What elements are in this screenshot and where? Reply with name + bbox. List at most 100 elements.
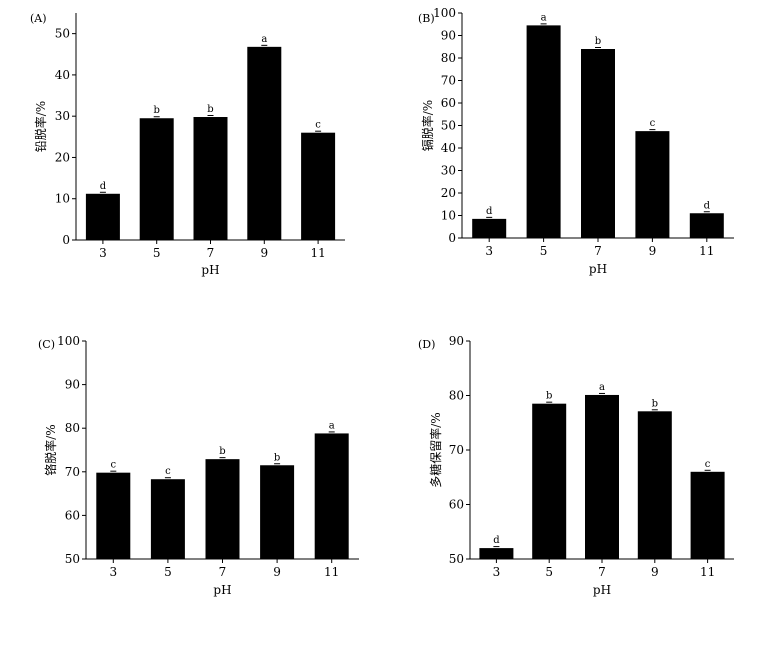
y-tick-label: 80 — [65, 421, 80, 435]
bar — [527, 25, 561, 238]
significance-letter: a — [261, 34, 267, 45]
x-axis-title: pH — [589, 262, 607, 276]
y-axis-title: 铅脱率/% — [33, 101, 48, 152]
y-tick-label: 70 — [441, 74, 456, 88]
y-axis-title: 铬脱率/% — [43, 424, 58, 475]
y-tick-label: 50 — [55, 27, 70, 41]
bar — [315, 433, 349, 559]
significance-letter: a — [599, 382, 605, 393]
bar — [206, 459, 240, 559]
bar — [690, 213, 724, 238]
y-tick-label: 30 — [55, 109, 70, 123]
panel-label: (A) — [30, 12, 47, 25]
x-tick-label: 3 — [493, 565, 501, 579]
y-tick-label: 60 — [449, 498, 464, 512]
y-tick-label: 40 — [441, 141, 456, 155]
x-axis-title: pH — [593, 583, 611, 597]
panel-label: (D) — [418, 338, 435, 351]
x-tick-label: 7 — [207, 246, 215, 260]
significance-letter: c — [315, 120, 321, 131]
y-tick-label: 80 — [449, 389, 464, 403]
bar — [635, 131, 669, 238]
y-tick-label: 10 — [55, 192, 70, 206]
y-tick-label: 100 — [433, 6, 456, 20]
bar — [194, 117, 228, 240]
bar — [140, 118, 174, 240]
y-tick-label: 90 — [449, 334, 464, 348]
significance-letter: b — [546, 391, 552, 402]
y-tick-label: 80 — [441, 51, 456, 65]
x-tick-label: 5 — [540, 244, 548, 258]
panel-label: (C) — [38, 338, 55, 351]
bar — [581, 49, 615, 238]
y-tick-label: 30 — [441, 164, 456, 178]
significance-letter: a — [541, 12, 547, 23]
y-tick-label: 10 — [441, 209, 456, 223]
bar — [638, 411, 672, 559]
significance-letter: d — [704, 200, 711, 211]
significance-letter: d — [100, 181, 107, 192]
y-axis-title: 镉脱率/% — [420, 100, 435, 151]
y-tick-label: 90 — [441, 29, 456, 43]
significance-letter: a — [329, 420, 335, 431]
significance-letter: b — [153, 105, 159, 116]
bar — [691, 472, 725, 559]
x-tick-label: 5 — [545, 565, 553, 579]
x-axis-title: pH — [213, 583, 231, 597]
significance-letter: c — [650, 118, 656, 129]
x-tick-label: 11 — [324, 565, 339, 579]
x-tick-label: 3 — [109, 565, 117, 579]
bar — [301, 133, 335, 240]
significance-letter: b — [652, 398, 658, 409]
y-tick-label: 50 — [449, 552, 464, 566]
bar — [247, 47, 281, 240]
x-axis-title: pH — [201, 263, 219, 277]
significance-letter: c — [165, 466, 171, 477]
x-tick-label: 9 — [260, 246, 268, 260]
y-axis-title: 多糖保留率/% — [428, 412, 443, 487]
y-tick-label: 70 — [449, 443, 464, 457]
bar — [532, 404, 566, 559]
significance-letter: d — [493, 535, 500, 546]
x-tick-label: 11 — [699, 244, 714, 258]
chart-panel-b: (B) 0 10 20 30 40 50 60 70 80 90 100 d 3 a 5 b 7 c 9 d 11 pH 镉脱… — [418, 6, 734, 276]
significance-letter: c — [705, 459, 711, 470]
y-tick-label: 100 — [57, 334, 80, 348]
x-tick-label: 3 — [485, 244, 493, 258]
chart-panel-a: (A) 0 10 20 30 40 50 d 3 b 5 b 7 a 9 c 11 pH 铅脱率/% — [30, 12, 345, 277]
bar — [472, 219, 506, 238]
x-tick-label: 11 — [700, 565, 715, 579]
x-tick-label: 9 — [651, 565, 659, 579]
y-tick-label: 70 — [65, 465, 80, 479]
x-tick-label: 5 — [164, 565, 172, 579]
y-tick-label: 60 — [441, 96, 456, 110]
chart-panel-d: (D) 50 60 70 80 90 d 3 b 5 a 7 b 9 c 11 pH 多糖保留率/% — [418, 334, 734, 597]
significance-letter: c — [110, 460, 116, 471]
x-tick-label: 9 — [273, 565, 281, 579]
y-tick-label: 20 — [441, 186, 456, 200]
chart-panel-c: (C) 50 60 70 80 90 100 c 3 c 5 b 7 b 9 a 11 pH 铬脱率/% — [38, 334, 359, 597]
bar — [86, 194, 120, 240]
bar — [479, 548, 513, 559]
significance-letter: b — [274, 452, 280, 463]
significance-letter: b — [219, 446, 225, 457]
x-tick-label: 7 — [598, 565, 606, 579]
x-tick-label: 11 — [310, 246, 325, 260]
y-tick-label: 50 — [441, 119, 456, 133]
y-tick-label: 60 — [65, 508, 80, 522]
y-tick-label: 0 — [448, 231, 456, 245]
significance-letter: b — [207, 104, 213, 115]
bar — [260, 465, 294, 559]
y-tick-label: 90 — [65, 378, 80, 392]
y-tick-label: 50 — [65, 552, 80, 566]
bar — [151, 479, 185, 559]
bar — [585, 395, 619, 559]
y-tick-label: 40 — [55, 68, 70, 82]
significance-letter: d — [486, 206, 493, 217]
x-tick-label: 7 — [219, 565, 227, 579]
x-tick-label: 7 — [594, 244, 602, 258]
bar — [96, 473, 130, 559]
significance-letter: b — [595, 36, 601, 47]
y-tick-label: 0 — [62, 233, 70, 247]
